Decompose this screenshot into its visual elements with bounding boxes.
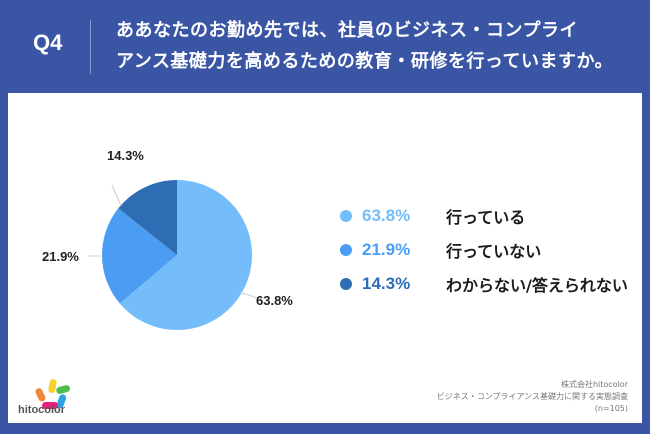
pie-slice	[118, 180, 177, 255]
legend-label: わからない/答えられない	[446, 276, 628, 295]
legend-dot-icon	[340, 210, 352, 222]
slice-label-not: 21.9%	[42, 249, 79, 264]
legend-label: 行っている	[446, 208, 526, 227]
legend: 63.8% 行っている 21.9% 行っていない 14.3% わからない/答えら…	[340, 199, 628, 301]
chart-panel: 63.8% 21.9% 14.3% 63.8% 行っている 21.9% 行ってい…	[8, 93, 642, 423]
source-survey: ビジネス・コンプライアンス基礎力に関する実態調査	[436, 392, 628, 401]
source-sample-size: (n=105)	[594, 404, 628, 413]
legend-item-done: 63.8% 行っている	[340, 199, 628, 233]
source-note: 株式会社hitocolor ビジネス・コンプライアンス基礎力に関する実態調査 (…	[437, 379, 628, 415]
legend-label: 行っていない	[446, 242, 542, 261]
pie-slices	[102, 180, 253, 330]
source-company: 株式会社hitocolor	[560, 380, 628, 389]
legend-pct: 63.8%	[362, 206, 411, 225]
legend-pct: 14.3%	[362, 274, 411, 293]
leader-line-14	[111, 184, 122, 207]
logo-text: hitocolor	[18, 404, 66, 416]
legend-pct: 21.9%	[362, 240, 411, 259]
legend-dot-icon	[340, 244, 352, 256]
legend-item-not: 21.9% 行っていない	[340, 233, 628, 267]
legend-item-unknown: 14.3% わからない/答えられない	[340, 267, 628, 301]
leader-line-63	[239, 291, 261, 300]
pie-slice	[119, 180, 253, 330]
header-bar: Q4 ああなたのお勤め先では、社員のビジネス・コンプライ アンス基礎力を高めるた…	[0, 0, 650, 93]
pie-chart	[88, 180, 261, 330]
legend-dot-icon	[340, 278, 352, 290]
question-number: Q4	[33, 30, 63, 55]
question-title-line2: アンス基礎力を高めるための教育・研修を行っていますか。	[116, 51, 614, 72]
hitocolor-logo-icon	[35, 379, 71, 409]
slice-label-unknown: 14.3%	[107, 148, 144, 163]
question-title-line1: ああなたのお勤め先では、社員のビジネス・コンプライ	[116, 20, 578, 41]
header-divider	[90, 20, 91, 74]
pie-slice	[102, 208, 177, 304]
slice-label-done: 63.8%	[256, 293, 293, 308]
question-title: ああなたのお勤め先では、社員のビジネス・コンプライ アンス基礎力を高めるための教…	[116, 15, 613, 77]
